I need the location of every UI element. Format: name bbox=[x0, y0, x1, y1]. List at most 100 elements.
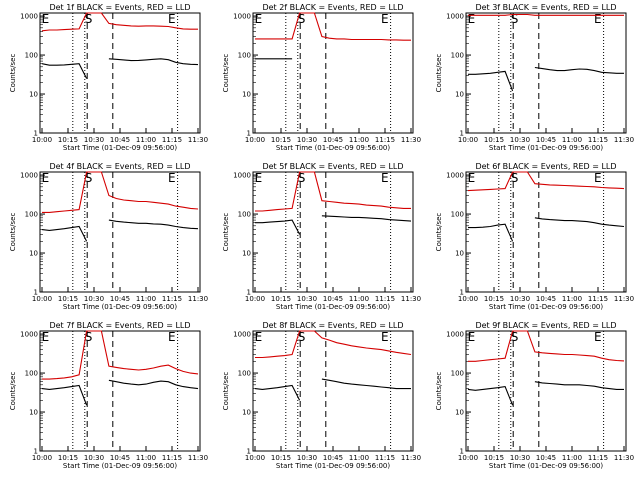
panel-title: Det 5f BLACK = Events, RED = LLD bbox=[262, 162, 403, 171]
x-axis-label: Start Time (01-Dec-09 09:56:00) bbox=[489, 144, 603, 152]
event-marker: E bbox=[381, 171, 389, 185]
detector-panel-6: Det 6f BLACK = Events, RED = LLD 1 10 100 10… bbox=[435, 162, 634, 311]
event-marker: S bbox=[85, 12, 93, 26]
x-tick-label: 11:15 bbox=[375, 454, 395, 462]
y-tick-label: 100 bbox=[238, 370, 251, 378]
y-tick-label: 1000 bbox=[233, 172, 251, 180]
event-marker: E bbox=[42, 330, 50, 344]
x-tick-label: 10:15 bbox=[271, 295, 291, 303]
y-axis-label: Counts/sec bbox=[435, 372, 443, 411]
event-marker: E bbox=[168, 330, 176, 344]
x-tick-label: 11:30 bbox=[614, 454, 634, 462]
x-tick-label: 11:30 bbox=[614, 295, 634, 303]
plot-frame bbox=[39, 330, 201, 452]
x-tick-label: 10:30 bbox=[84, 454, 104, 462]
y-tick-label: 10 bbox=[29, 409, 38, 417]
event-marker: E bbox=[42, 12, 50, 26]
x-tick-label: 10:15 bbox=[58, 454, 78, 462]
plot-frame bbox=[252, 330, 414, 452]
event-marker: E bbox=[594, 12, 602, 26]
x-tick-label: 11:00 bbox=[349, 295, 369, 303]
y-tick-label: 10 bbox=[242, 91, 251, 99]
plot-frame bbox=[39, 12, 201, 134]
y-axis-label: Counts/sec bbox=[9, 372, 17, 411]
events-series-line bbox=[255, 215, 412, 235]
detector-panel-3: Det 3f BLACK = Events, RED = LLD 1 10 100 10… bbox=[435, 3, 634, 152]
x-axis-label: Start Time (01-Dec-09 09:56:00) bbox=[276, 462, 390, 470]
y-tick-label: 100 bbox=[451, 52, 464, 60]
x-axis-label: Start Time (01-Dec-09 09:56:00) bbox=[63, 462, 177, 470]
x-tick-label: 11:00 bbox=[136, 454, 156, 462]
y-axis-label: Counts/sec bbox=[222, 213, 230, 252]
y-tick-label: 1 bbox=[460, 448, 464, 456]
y-axis-label: Counts/sec bbox=[222, 372, 230, 411]
event-marker: S bbox=[85, 171, 93, 185]
x-tick-label: 11:15 bbox=[162, 454, 182, 462]
detector-panel-7: Det 7f BLACK = Events, RED = LLD 1 10 100 10… bbox=[9, 321, 208, 470]
event-marker: E bbox=[594, 171, 602, 185]
x-axis-label: Start Time (01-Dec-09 09:56:00) bbox=[489, 303, 603, 311]
plot-frame bbox=[252, 12, 414, 134]
y-tick-label: 100 bbox=[238, 211, 251, 219]
y-tick-label: 10 bbox=[242, 409, 251, 417]
event-marker: S bbox=[298, 12, 306, 26]
x-tick-label: 10:45 bbox=[323, 454, 343, 462]
y-tick-label: 1000 bbox=[446, 13, 464, 21]
events-series-line bbox=[468, 217, 625, 242]
event-marker: E bbox=[468, 12, 476, 26]
x-tick-label: 10:15 bbox=[484, 136, 504, 144]
event-marker: S bbox=[298, 330, 306, 344]
detector-panel-8: Det 8f BLACK = Events, RED = LLD 1 10 100 10… bbox=[222, 321, 421, 470]
y-tick-label: 100 bbox=[25, 370, 38, 378]
lld-series-line bbox=[255, 12, 411, 41]
panel-title: Det 2f BLACK = Events, RED = LLD bbox=[262, 3, 403, 12]
x-tick-label: 10:45 bbox=[323, 295, 343, 303]
x-tick-label: 10:00 bbox=[245, 136, 265, 144]
x-tick-label: 10:30 bbox=[297, 295, 317, 303]
lld-series-line bbox=[41, 12, 198, 32]
x-tick-label: 11:15 bbox=[162, 295, 182, 303]
y-tick-label: 10 bbox=[242, 250, 251, 258]
x-tick-label: 11:15 bbox=[588, 295, 608, 303]
detector-panel-2: Det 2f BLACK = Events, RED = LLD 1 10 100 10… bbox=[222, 3, 421, 152]
x-tick-label: 11:15 bbox=[588, 454, 608, 462]
y-tick-label: 100 bbox=[451, 211, 464, 219]
panel-title: Det 8f BLACK = Events, RED = LLD bbox=[262, 321, 403, 330]
event-marker: E bbox=[168, 171, 176, 185]
x-tick-label: 10:30 bbox=[510, 454, 530, 462]
x-tick-label: 10:30 bbox=[84, 136, 104, 144]
detector-panel-4: Det 4f BLACK = Events, RED = LLD 1 10 100 10… bbox=[9, 162, 208, 311]
x-tick-label: 10:00 bbox=[32, 295, 52, 303]
event-marker: E bbox=[42, 171, 50, 185]
y-tick-label: 10 bbox=[29, 250, 38, 258]
x-tick-label: 10:00 bbox=[458, 136, 478, 144]
y-tick-label: 1000 bbox=[20, 13, 38, 21]
y-tick-label: 10 bbox=[29, 91, 38, 99]
events-series-line bbox=[41, 58, 199, 79]
x-tick-label: 11:00 bbox=[562, 295, 582, 303]
y-tick-label: 1 bbox=[34, 130, 38, 138]
x-tick-label: 10:45 bbox=[536, 454, 556, 462]
plot-frame bbox=[465, 171, 627, 293]
detector-panel-1: Det 1f BLACK = Events, RED = LLD 1 10 100 10… bbox=[9, 3, 208, 152]
lld-series-line bbox=[255, 171, 411, 212]
y-tick-label: 1000 bbox=[233, 331, 251, 339]
y-tick-label: 100 bbox=[451, 370, 464, 378]
plot-frame bbox=[465, 330, 627, 452]
events-series-line bbox=[41, 219, 199, 242]
event-marker: E bbox=[255, 171, 263, 185]
x-tick-label: 11:30 bbox=[188, 295, 208, 303]
x-tick-label: 10:30 bbox=[297, 136, 317, 144]
lld-series-line bbox=[255, 330, 412, 359]
y-axis-label: Counts/sec bbox=[222, 54, 230, 93]
lld-series-line bbox=[468, 13, 624, 16]
panel-title: Det 4f BLACK = Events, RED = LLD bbox=[49, 162, 190, 171]
events-series-line bbox=[41, 379, 199, 406]
y-axis-label: Counts/sec bbox=[9, 213, 17, 252]
x-tick-label: 10:15 bbox=[484, 295, 504, 303]
x-tick-label: 10:00 bbox=[32, 454, 52, 462]
y-tick-label: 1000 bbox=[446, 331, 464, 339]
x-tick-label: 10:30 bbox=[84, 295, 104, 303]
panel-title: Det 6f BLACK = Events, RED = LLD bbox=[475, 162, 616, 171]
x-tick-label: 10:15 bbox=[484, 454, 504, 462]
